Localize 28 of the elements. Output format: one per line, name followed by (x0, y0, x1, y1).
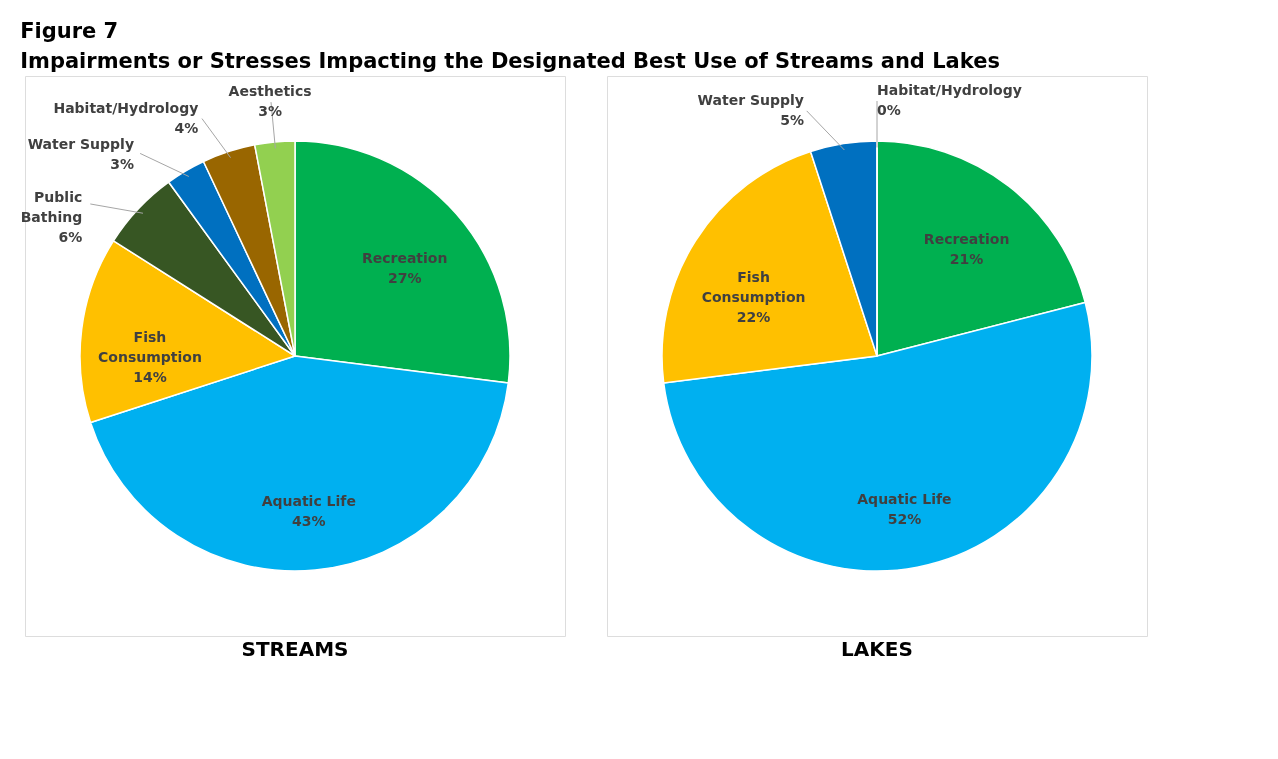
text: LAKES (841, 637, 913, 661)
slice-label: Public Bathing (20, 189, 83, 225)
slice-label: Aquatic Life (261, 492, 356, 509)
data-label: 3% (258, 103, 282, 120)
data-label: 22% (736, 308, 771, 325)
slice-label: Recreation (361, 250, 448, 267)
data-label: 6% (58, 229, 83, 245)
data-label: 43% (292, 512, 326, 529)
slice-label: Habitat/Hydrology (53, 100, 199, 117)
text: 0% (877, 102, 901, 118)
slice-label: Aesthetics (228, 83, 312, 100)
category-label: Habitat/Hydrology (877, 82, 1022, 98)
slice-label: Aquatic Life (857, 490, 952, 507)
data-label: 4% (174, 120, 199, 137)
data-label: 27% (387, 270, 422, 287)
data-label: 21% (949, 251, 984, 268)
data-label: 14% (133, 368, 167, 385)
data-label: 3% (110, 156, 135, 173)
data-label: 5% (780, 112, 804, 129)
text: Impairments or Stresses Impacting the Designated Best Use of Streams and Lakes (20, 48, 1000, 73)
data-label: 52% (887, 510, 922, 527)
slice-label: Fish Consumption (701, 268, 806, 305)
slice-label: Recreation (923, 231, 1010, 248)
slice-label: Water Supply (697, 92, 804, 109)
caption: Figure 7 (20, 18, 119, 43)
slice-label: Fish Consumption (98, 328, 202, 365)
text: STREAMS (241, 637, 349, 661)
slice-label: Water Supply (27, 136, 135, 153)
